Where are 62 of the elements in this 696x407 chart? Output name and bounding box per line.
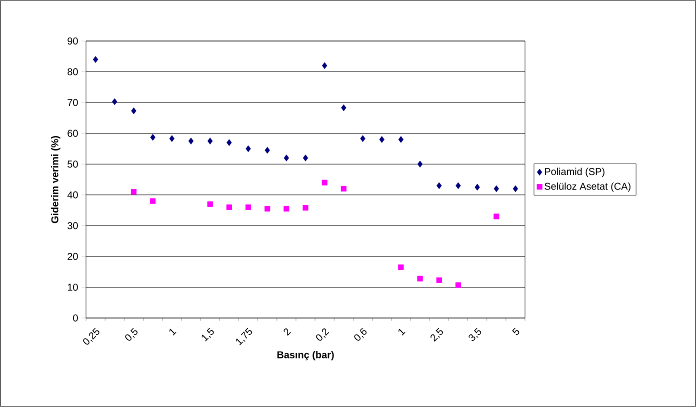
point (169, 135, 174, 142)
y-tick-label: 70 (68, 99, 78, 106)
point (512, 185, 518, 192)
point (494, 185, 499, 192)
point (341, 104, 346, 112)
point (494, 214, 500, 220)
y-tick-label: 40 (67, 191, 78, 198)
point (379, 136, 384, 143)
y-tick-label: 50 (68, 160, 78, 168)
point (207, 138, 213, 144)
point (264, 146, 270, 154)
point (417, 160, 423, 168)
x-tick-label: 0,6 (354, 328, 367, 341)
point (322, 180, 328, 186)
point (92, 56, 98, 63)
point (188, 138, 194, 144)
y-tick-label: 0 (73, 314, 78, 322)
point (284, 154, 290, 162)
point (455, 282, 461, 288)
point (226, 139, 232, 146)
legend-label: Poliamid (SP) (544, 168, 604, 178)
point (246, 145, 251, 152)
x-tick-label: 1 (169, 328, 176, 336)
point (245, 204, 252, 210)
point (150, 198, 156, 204)
x-tick-label: 2 (284, 328, 291, 336)
y-tick-label: 10 (68, 284, 78, 291)
point (130, 189, 137, 195)
point (340, 186, 346, 192)
point (302, 205, 308, 211)
x-tick-label: 0,2 (316, 328, 330, 341)
point (436, 277, 442, 283)
point (264, 206, 270, 212)
x-tick-label: 5 (512, 328, 520, 335)
point (226, 204, 232, 210)
point (360, 135, 366, 142)
point (322, 62, 328, 70)
y-tick-label: 30 (68, 222, 78, 230)
point (207, 201, 213, 207)
point (398, 136, 404, 143)
point (474, 184, 480, 191)
point (112, 98, 118, 106)
y-tick-label: 80 (68, 68, 78, 76)
y-tick-label: 60 (68, 130, 78, 137)
point (131, 107, 136, 114)
x-tick-label: 1,5 (202, 328, 214, 342)
y-tick-label: 20 (68, 252, 78, 260)
point (398, 264, 404, 270)
legend-label: Selüloz Asetat (CA) (544, 182, 630, 192)
point (417, 276, 423, 282)
x-tick-label: 1 (398, 328, 406, 336)
y-tick-label: 90 (68, 37, 78, 45)
x-tick-label: 3,5 (468, 328, 482, 341)
y-axis-title: Giderim verimi (%) (51, 136, 60, 224)
point (456, 182, 461, 190)
x-tick-label: 0,5 (125, 328, 138, 341)
point (284, 206, 290, 212)
point (302, 154, 308, 162)
x-axis-title: Basınç (bar) (277, 350, 334, 360)
point (436, 182, 442, 190)
point (150, 134, 156, 141)
x-tick-label: 2,5 (430, 328, 443, 342)
